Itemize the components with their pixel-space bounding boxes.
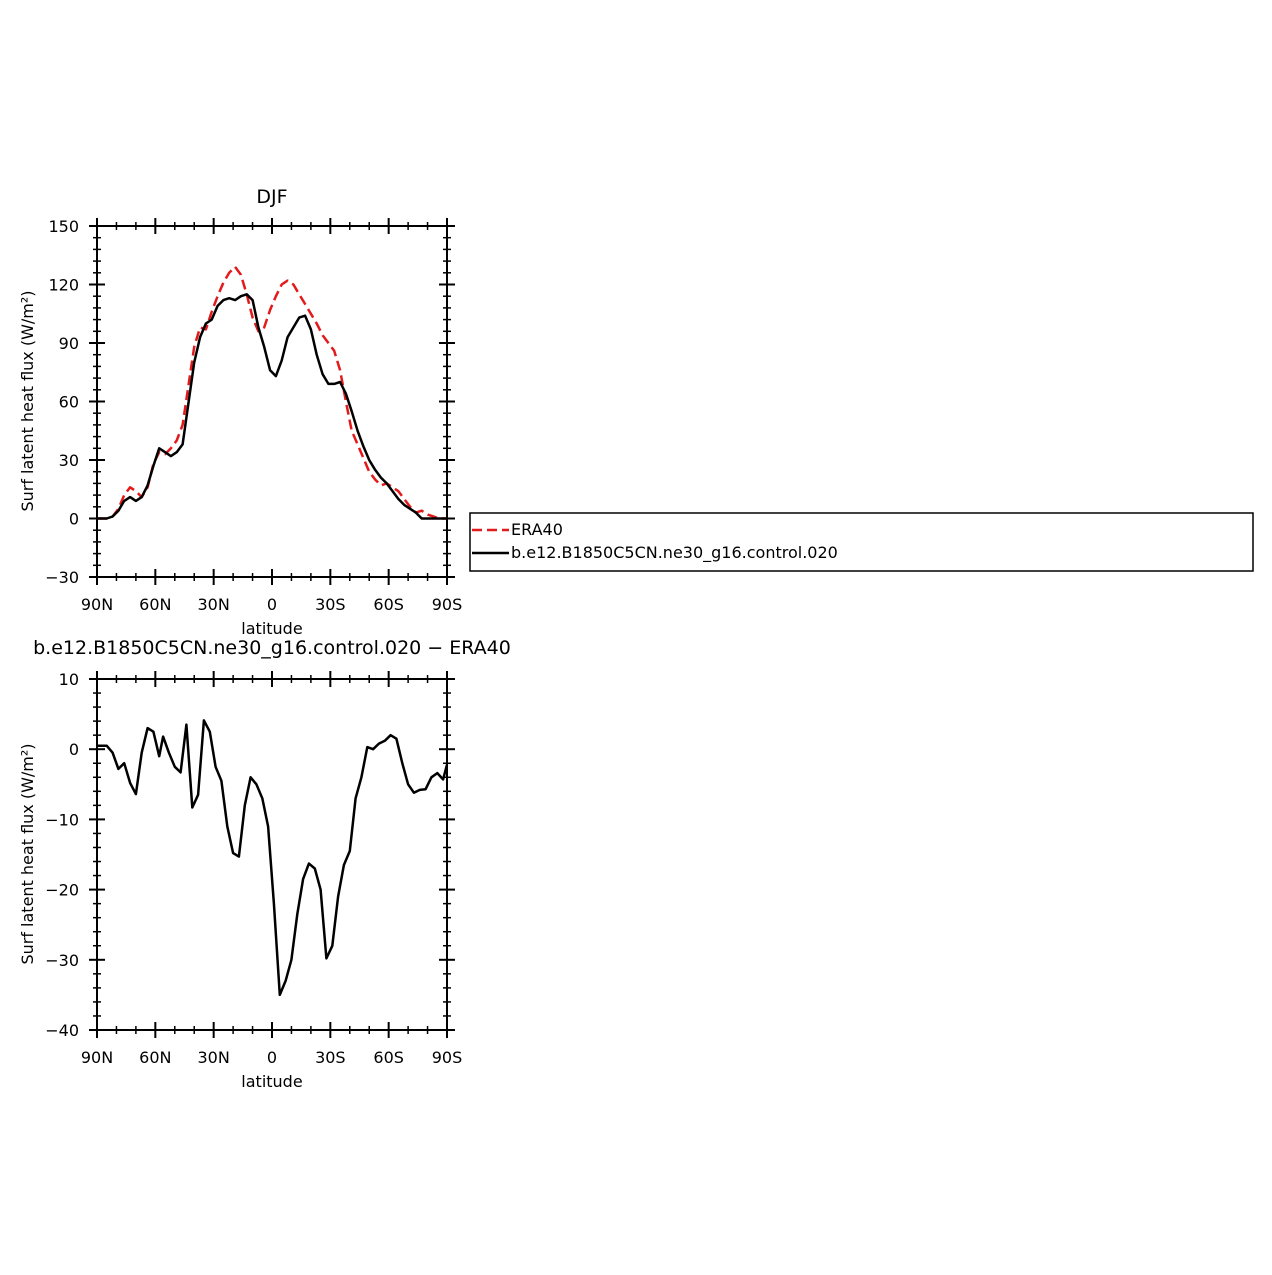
top-y-axis-label: Surf latent heat flux (W/m²) [18,290,37,511]
ytick-label: 120 [48,276,79,295]
ytick-label: 0 [69,510,79,529]
xtick-label: 90N [81,595,113,614]
bottom-x-axis-label: latitude [241,1072,302,1091]
bottom-panel: b.e12.B1850C5CN.ne30_g16.control.020 − E… [18,637,511,1091]
bottom-y-axis-label: Surf latent heat flux (W/m²) [18,743,37,964]
ytick-label: 60 [59,393,79,412]
top-ytick-labels: −30 0 30 60 90 120 150 [45,217,79,587]
top-series-lines [97,265,447,520]
xtick-label: 30N [198,1048,230,1067]
series-line-difference [97,719,449,997]
bottom-xtick-labels: 90N 60N 30N 0 30S 60S 90S [81,1048,462,1067]
legend-box [469,512,1254,572]
xtick-label: 60N [139,1048,171,1067]
top-chart-title: DJF [256,186,287,208]
bottom-axis-ticks [89,671,455,1038]
xtick-label: 60S [373,1048,404,1067]
top-axis-ticks [89,218,455,585]
xtick-label: 0 [267,1048,277,1067]
xtick-label: 0 [267,595,277,614]
ytick-label: −40 [45,1021,79,1040]
xtick-label: 90S [432,595,463,614]
xtick-label: 60S [373,595,404,614]
ytick-label: −20 [45,881,79,900]
xtick-label: 30N [198,595,230,614]
legend-label-model: b.e12.B1850C5CN.ne30_g16.control.020 [511,543,838,563]
top-xtick-labels: 90N 60N 30N 0 30S 60S 90S [81,595,462,614]
xtick-label: 60N [139,595,171,614]
ytick-label: 0 [69,740,79,759]
legend-label-era40: ERA40 [511,520,563,539]
ytick-label: 30 [59,451,79,470]
xtick-label: 30S [315,595,346,614]
xtick-label: 30S [315,1048,346,1067]
ytick-label: −30 [45,951,79,970]
top-x-axis-label: latitude [241,619,302,638]
bottom-ytick-labels: −40 −30 −20 −10 0 10 [45,670,79,1040]
bottom-series-lines [97,719,449,997]
xtick-label: 90S [432,1048,463,1067]
ytick-label: 90 [59,334,79,353]
xtick-label: 90N [81,1048,113,1067]
top-legend: ERA40 b.e12.B1850C5CN.ne30_g16.control.0… [469,512,1254,572]
top-plot-frame [96,225,448,578]
bottom-chart-title: b.e12.B1850C5CN.ne30_g16.control.020 − E… [33,637,511,659]
ytick-label: 10 [59,670,79,689]
ytick-label: 150 [48,217,79,236]
ytick-label: −10 [45,810,79,829]
ytick-label: −30 [45,568,79,587]
bottom-plot-frame [96,678,448,1031]
top-panel: DJF −30 0 30 60 90 120 150 90N 60N 30N 0 30S 60S 90S… [18,186,1254,638]
series-line-model [97,293,447,520]
